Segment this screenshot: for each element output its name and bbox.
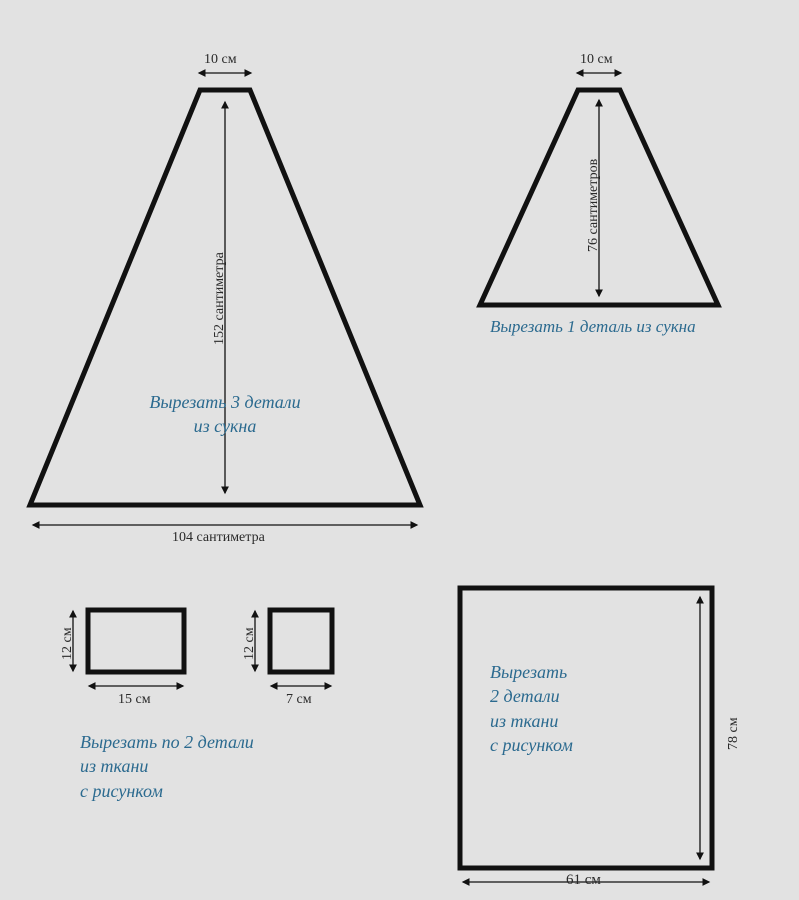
small-rects-caption: Вырезать по 2 детали из ткани с рисунком <box>80 730 254 803</box>
rect-b-w-label: 7 см <box>286 692 312 708</box>
small-rect-b <box>255 610 332 686</box>
large-trap-bottom-label: 104 сантиметра <box>172 530 265 546</box>
small-rect-a <box>73 610 184 686</box>
small-trap-top-width-label: 10 см <box>580 52 613 68</box>
rect-big-h-label: 78 см <box>726 717 742 750</box>
small-trap-caption: Вырезать 1 деталь из сукна <box>490 316 696 339</box>
rect-a-h-label: 12 см <box>60 627 76 660</box>
large-trap-caption: Вырезать 3 детали из сукна <box>130 390 320 439</box>
large-trap-height-label: 152 сантиметра <box>212 252 228 345</box>
rect-a-w-label: 15 см <box>118 692 151 708</box>
rect-b-h-label: 12 см <box>242 627 258 660</box>
large-trap-top-width-label: 10 см <box>204 52 237 68</box>
small-trap-height-label: 76 сантиметров <box>586 159 602 252</box>
rect-big-w-label: 61 см <box>566 872 601 889</box>
rect-big-caption: Вырезать 2 детали из ткани с рисунком <box>490 660 573 757</box>
